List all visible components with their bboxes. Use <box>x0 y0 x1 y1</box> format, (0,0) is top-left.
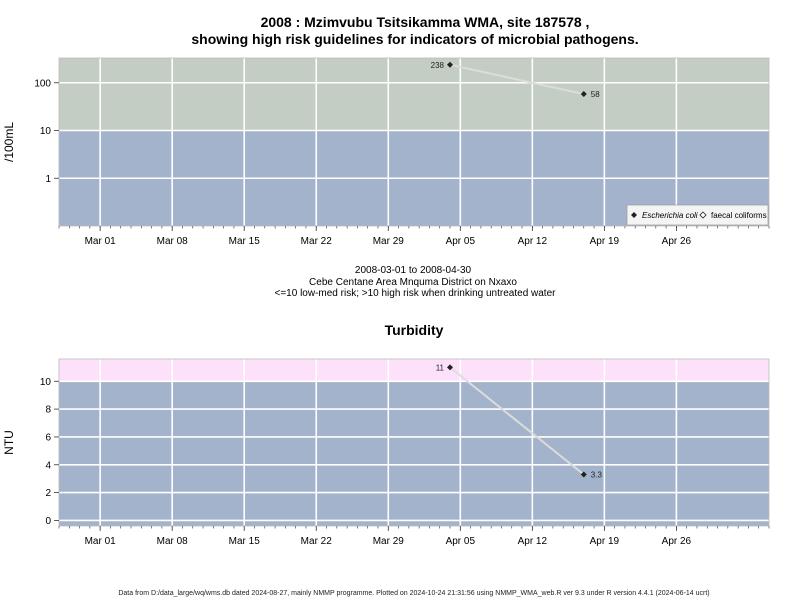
data-point-2-0-0 <box>447 364 454 371</box>
legend-faecal-label: faecal coliforms <box>711 211 767 220</box>
date-range-subtitle: 2008-03-01 to 2008-04-30 <box>355 265 472 276</box>
data-label-1-0-0: 238 <box>431 61 445 70</box>
series-line-1-0 <box>449 63 584 96</box>
y-tick-label-2-0: 0 <box>45 516 51 527</box>
site-location-subtitle: Cebe Centane Area Mnquma District on Nxa… <box>309 277 517 288</box>
y-tick-label-2-2: 4 <box>45 460 51 471</box>
data-source-footer: Data from D:/data_large/wq/wms.db dated … <box>118 590 709 597</box>
x-tick-label-2-1: Mar 08 <box>157 536 189 547</box>
x-tick-label-2-3: Mar 22 <box>301 536 333 547</box>
y-tick-label-2-3: 6 <box>45 432 51 443</box>
x-tick-label-1-3: Mar 22 <box>301 236 333 247</box>
x-tick-label-1-4: Mar 29 <box>373 236 405 247</box>
x-tick-label-1-5: Apr 05 <box>446 236 476 247</box>
y-tick-label-1-2: 100 <box>34 78 51 89</box>
data-label-2-0-1: 3.3 <box>591 471 603 480</box>
data-label-2-0-0: 11 <box>436 363 445 372</box>
high-risk-zone-2 <box>59 359 769 382</box>
x-minor-ticks-1 <box>58 226 770 229</box>
x-tick-label-2-4: Mar 29 <box>373 536 405 547</box>
chart-1-title-line-2: showing high risk guidelines for indicat… <box>191 31 638 47</box>
x-tick-label-2-5: Apr 05 <box>446 536 476 547</box>
data-point-2-0-1 <box>580 471 587 478</box>
x-tick-label-2-6: Apr 12 <box>518 536 548 547</box>
data-label-1-0-1: 58 <box>591 90 600 99</box>
turbidity-chart: Mar 01 Mar 08 Mar 15 Mar 22 Mar 29 Apr 05 Apr … <box>2 358 770 547</box>
plot-border-1 <box>58 57 770 227</box>
microbial-chart: Mar 01 Mar 08 Mar 15 Mar 22 Mar 29 Apr 05 Apr … <box>2 57 770 247</box>
legend-faecal-marker <box>699 211 707 219</box>
x-tick-label-1-1: Mar 08 <box>157 236 189 247</box>
x-tick-label-2-0: Mar 01 <box>85 536 117 547</box>
data-point-1-0-0 <box>447 61 454 68</box>
x-tick-label-1-2: Mar 15 <box>229 236 261 247</box>
x-tick-label-1-8: Apr 26 <box>662 236 692 247</box>
risk-guideline-subtitle: <=10 low-med risk; >10 high risk when dr… <box>275 288 557 299</box>
x-tick-label-2-2: Mar 15 <box>229 536 261 547</box>
x-tick-label-1-6: Apr 12 <box>518 236 548 247</box>
y-axis-label-2: NTU <box>2 430 16 455</box>
legend-box <box>626 204 769 226</box>
y-axis-label-1: /100mL <box>2 122 16 162</box>
chart-1-title-line-1: 2008 : Mzimvubu Tsitsikamma WMA, site 18… <box>261 14 590 30</box>
y-tick-label-2-4: 8 <box>45 405 51 416</box>
x-tick-label-1-7: Apr 19 <box>590 236 620 247</box>
x-tick-label-1-0: Mar 01 <box>85 236 117 247</box>
y-tick-label-1-1: 10 <box>40 126 52 137</box>
high-risk-zone-1 <box>59 58 769 131</box>
data-point-1-0-1 <box>580 91 587 98</box>
chart-2-title: Turbidity <box>385 322 444 338</box>
y-tick-label-2-1: 2 <box>45 488 51 499</box>
x-tick-label-2-7: Apr 19 <box>590 536 620 547</box>
y-tick-label-1-0: 1 <box>45 174 51 185</box>
series-line-2-0 <box>449 366 585 476</box>
y-tick-label-2-5: 10 <box>40 377 52 388</box>
x-minor-ticks-2 <box>58 526 770 529</box>
x-tick-label-2-8: Apr 26 <box>662 536 692 547</box>
plot-border-2 <box>58 358 770 527</box>
legend-ecoli-marker <box>631 212 637 218</box>
legend-ecoli-label: Escherichia coli <box>642 211 698 220</box>
low-risk-zone-2 <box>59 381 769 526</box>
